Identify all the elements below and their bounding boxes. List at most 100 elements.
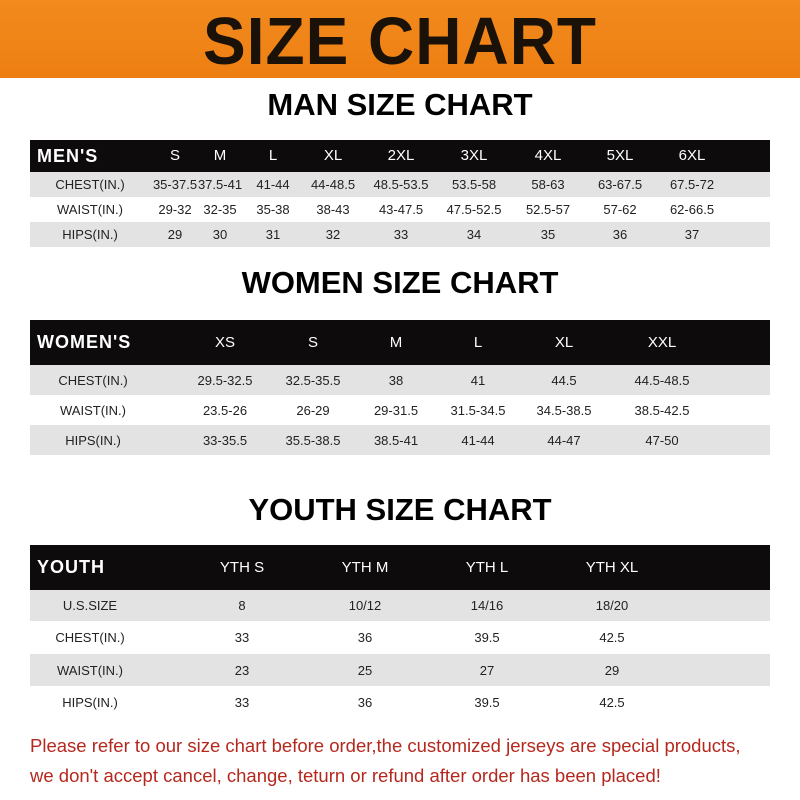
banner-title: SIZE CHART <box>203 3 597 79</box>
table-cell: 36 <box>357 695 373 711</box>
table-cell: 31 <box>265 227 281 243</box>
table-cell: 35 <box>540 227 556 243</box>
table-row: CHEST(IN.) 29.5-32.5 32.5-35.5 38 41 44.5 44.5… <box>30 365 770 395</box>
measurement-label: CHEST(IN.) <box>58 372 128 388</box>
table-cell: 10/12 <box>348 598 382 614</box>
size-header-cell: XL <box>554 333 574 351</box>
table-cell: 43-47.5 <box>378 202 424 218</box>
table-cell: 37 <box>684 227 700 243</box>
table-cell: 29.5-32.5 <box>197 372 253 388</box>
table-cell: 33-35.5 <box>202 432 248 448</box>
size-header-cell: YTH L <box>465 558 509 576</box>
table-cell: 31.5-34.5 <box>450 402 506 418</box>
table-cell: 47.5-52.5 <box>446 202 502 218</box>
table-cell: 52.5-57 <box>525 202 571 218</box>
size-header-cell: YTH XL <box>585 558 639 576</box>
measurement-label: U.S.SIZE <box>62 598 118 614</box>
table-cell: 35-38 <box>256 202 290 218</box>
table-cell: 41-44 <box>461 432 495 448</box>
measurement-label: CHEST(IN.) <box>55 177 125 193</box>
table-cell: 38-43 <box>316 202 350 218</box>
size-header-cell: L <box>473 333 483 351</box>
table-row: HIPS(IN.) 33-35.5 35.5-38.5 38.5-41 41-44 44-… <box>30 425 770 455</box>
table-cell: 32 <box>325 227 341 243</box>
table-cell: 34 <box>466 227 482 243</box>
table-cell: 53.5-58 <box>451 177 497 193</box>
table-cell: 14/16 <box>470 598 504 614</box>
size-header-cell: 6XL <box>678 147 706 165</box>
measurement-label: CHEST(IN.) <box>55 630 125 646</box>
table-cell: 48.5-53.5 <box>373 177 429 193</box>
size-header-cell: 4XL <box>534 147 562 165</box>
size-header-cell: S <box>307 333 319 351</box>
table-cell: 38.5-42.5 <box>634 402 690 418</box>
size-header-cell: 3XL <box>460 147 488 165</box>
table-row: CHEST(IN.) 35-37.5 37.5-41 41-44 44-48.5 48.5… <box>30 172 770 197</box>
table-cell: 38.5-41 <box>373 432 419 448</box>
table-cell: 29 <box>167 227 183 243</box>
table-cell: 42.5 <box>599 695 625 711</box>
table-cell: 34.5-38.5 <box>536 402 592 418</box>
table-cell: 63-67.5 <box>597 177 643 193</box>
table-cell: 29-32 <box>158 202 192 218</box>
women-title: WOMEN SIZE CHART <box>241 265 559 300</box>
men-title: MAN SIZE CHART <box>267 87 533 122</box>
youth-title: YOUTH SIZE CHART <box>248 492 552 527</box>
table-cell: 23 <box>234 662 250 678</box>
table-cell: 32-35 <box>203 202 237 218</box>
table-cell: 8 <box>238 598 246 614</box>
table-cell: 33 <box>234 630 250 646</box>
table-cell: 42.5 <box>599 630 625 646</box>
table-cell: 47-50 <box>645 432 679 448</box>
table-cell: 57-62 <box>603 202 637 218</box>
table-row: HIPS(IN.) 29 30 31 32 33 34 35 36 37 <box>30 222 770 247</box>
size-header-cell: XL <box>323 147 343 165</box>
table-cell: 36 <box>612 227 628 243</box>
table-row: U.S.SIZE 8 10/12 14/16 18/20 <box>30 590 770 621</box>
table-cell: 26-29 <box>296 402 330 418</box>
notice-line-2: we don't accept cancel, change, teturn o… <box>30 765 661 786</box>
table-cell: 29-31.5 <box>373 402 419 418</box>
table-row: WAIST(IN.) 23.5-26 26-29 29-31.5 31.5-34.5 34… <box>30 395 770 425</box>
table-cell: 44-47 <box>547 432 581 448</box>
table-cell: 67.5-72 <box>669 177 715 193</box>
table-cell: 39.5 <box>474 630 500 646</box>
men-size-table: MEN'S S M L XL 2XL 3XL 4XL 5XL 6XL CHEST(IN.) 35-37… <box>30 140 770 247</box>
table-cell: 62-66.5 <box>669 202 715 218</box>
table-cell: 23.5-26 <box>202 402 248 418</box>
size-header-cell: M <box>213 147 227 165</box>
women-header-row: WOMEN'S XS S M L XL XXL <box>30 320 770 365</box>
table-cell: 33 <box>234 695 250 711</box>
table-cell: 44.5-48.5 <box>634 372 690 388</box>
table-cell: 32.5-35.5 <box>285 372 341 388</box>
table-row: HIPS(IN.) 33 36 39.5 42.5 <box>30 686 770 719</box>
table-cell: 58-63 <box>531 177 565 193</box>
table-cell: 30 <box>212 227 228 243</box>
table-row: CHEST(IN.) 33 36 39.5 42.5 <box>30 621 770 654</box>
measurement-label: HIPS(IN.) <box>65 432 121 448</box>
table-cell: 44.5 <box>551 372 577 388</box>
measurement-label: WAIST(IN.) <box>57 202 123 218</box>
table-cell: 18/20 <box>595 598 629 614</box>
measurement-label: WAIST(IN.) <box>57 662 123 678</box>
table-cell: 35.5-38.5 <box>285 432 341 448</box>
table-cell: 27 <box>479 662 495 678</box>
youth-header-row: YOUTH YTH S YTH M YTH L YTH XL <box>30 545 770 590</box>
size-header-cell: L <box>268 147 278 165</box>
table-cell: 35-37.5 <box>152 177 198 193</box>
table-cell: 41 <box>470 372 486 388</box>
size-header-cell: XXL <box>647 333 677 351</box>
youth-size-table: YOUTH YTH S YTH M YTH L YTH XL U.S.SIZE 8 10/12… <box>30 545 770 719</box>
table-title-cell: YOUTH <box>37 557 105 578</box>
table-cell: 41-44 <box>256 177 290 193</box>
size-header-cell: 5XL <box>606 147 634 165</box>
notice-line-1: Please refer to our size chart before or… <box>30 735 741 756</box>
table-cell: 29 <box>604 662 620 678</box>
women-size-table: WOMEN'S XS S M L XL XXL CHEST(IN.) 29.5-32.5 32.5… <box>30 320 770 455</box>
table-cell: 25 <box>357 662 373 678</box>
size-header-cell: YTH M <box>341 558 389 576</box>
table-cell: 37.5-41 <box>197 177 243 193</box>
size-header-cell: 2XL <box>387 147 415 165</box>
table-title-cell: MEN'S <box>37 145 99 166</box>
table-row: WAIST(IN.) 29-32 32-35 35-38 38-43 43-47.5 47.… <box>30 197 770 222</box>
